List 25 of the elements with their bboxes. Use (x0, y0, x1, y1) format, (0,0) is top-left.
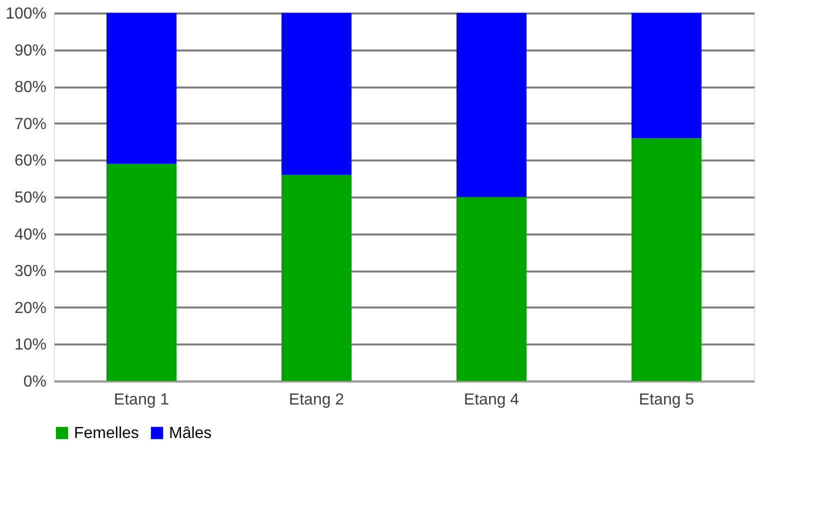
legend-label: Femelles (74, 425, 139, 442)
bar (282, 13, 352, 175)
y-tick-label: 30% (14, 263, 46, 280)
bar (282, 174, 352, 381)
x-tick-label: Etang 4 (464, 392, 520, 408)
bar (106, 13, 176, 164)
y-tick-label: 80% (14, 79, 46, 96)
bar (632, 13, 702, 138)
bar (632, 138, 702, 381)
x-tick-label: Etang 5 (638, 392, 694, 408)
y-tick-label: 100% (6, 6, 46, 22)
bar (456, 197, 526, 381)
x-tick-label: Etang 1 (114, 392, 170, 408)
y-tick-label: 40% (14, 226, 46, 244)
y-tick-label: 60% (14, 152, 46, 170)
x-tick-label: Etang 2 (288, 392, 344, 408)
y-tick-label: 90% (14, 42, 46, 60)
y-tick-label: 10% (14, 336, 46, 354)
y-tick-label: 70% (14, 116, 46, 133)
y-tick-label: 20% (14, 300, 46, 317)
legend-label: Mâles (169, 425, 212, 442)
bar (106, 164, 176, 381)
bar (456, 13, 526, 197)
y-tick-label: 50% (14, 190, 46, 206)
y-tick-label: 0% (23, 374, 46, 390)
